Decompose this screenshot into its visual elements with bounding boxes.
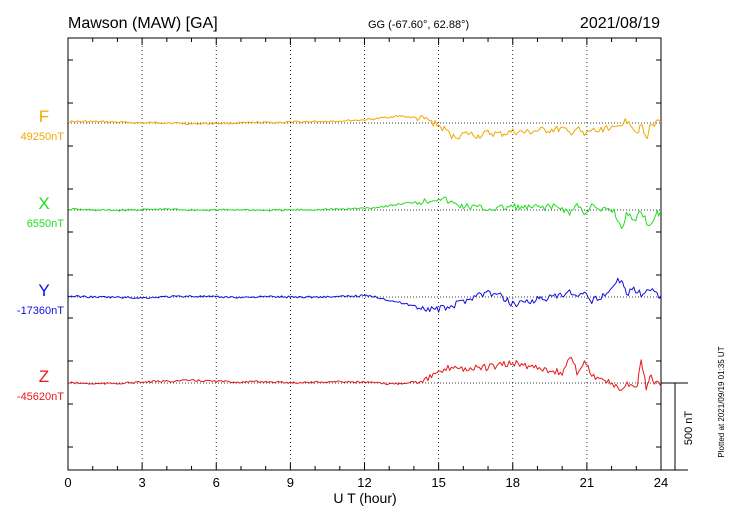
x-tick-label-24: 24 — [654, 475, 668, 490]
x-tick-label-9: 9 — [287, 475, 294, 490]
scale-bar-label: 500 nT — [683, 411, 695, 446]
plotted-timestamp: Plotted at 2021/09/19 01:35 UT — [717, 346, 726, 457]
x-tick-label-18: 18 — [506, 475, 520, 490]
x-tick-labels: 0 3 6 9 12 15 18 21 24 — [64, 475, 668, 490]
axis-ticks — [67, 38, 662, 470]
component-name-Y: Y — [38, 281, 49, 300]
baseline-value-F: 49250nT — [21, 131, 65, 143]
vertical-gridlines — [141, 38, 588, 470]
x-tick-label-0: 0 — [64, 475, 71, 490]
component-name-F: F — [39, 107, 49, 126]
x-tick-label-15: 15 — [431, 475, 445, 490]
x-tick-label-12: 12 — [357, 475, 371, 490]
trace-Z — [67, 356, 662, 391]
trace-X — [67, 196, 662, 229]
baseline-value-Z: -45620nT — [17, 391, 64, 403]
x-tick-label-21: 21 — [580, 475, 594, 490]
x-axis-label: U T (hour) — [333, 490, 396, 506]
baseline-value-X: 6550nT — [27, 218, 65, 230]
plot-date: 2021/08/19 — [580, 15, 660, 32]
trace-Y — [67, 277, 662, 313]
scale-bar: 500 nT — [661, 382, 695, 471]
station-coordinates: GG (-67.60°, 62.88°) — [368, 19, 469, 31]
component-name-X: X — [38, 194, 49, 213]
baseline-value-Y: -17360nT — [17, 305, 64, 317]
x-tick-label-6: 6 — [213, 475, 220, 490]
station-title: Mawson (MAW) [GA] — [68, 15, 218, 32]
component-name-Z: Z — [39, 367, 49, 386]
component-labels: F 49250nT X 6550nT Y -17360nT Z -45620nT — [17, 107, 64, 403]
component-traces — [67, 115, 662, 391]
x-tick-label-3: 3 — [139, 475, 146, 490]
trace-F — [68, 115, 662, 140]
